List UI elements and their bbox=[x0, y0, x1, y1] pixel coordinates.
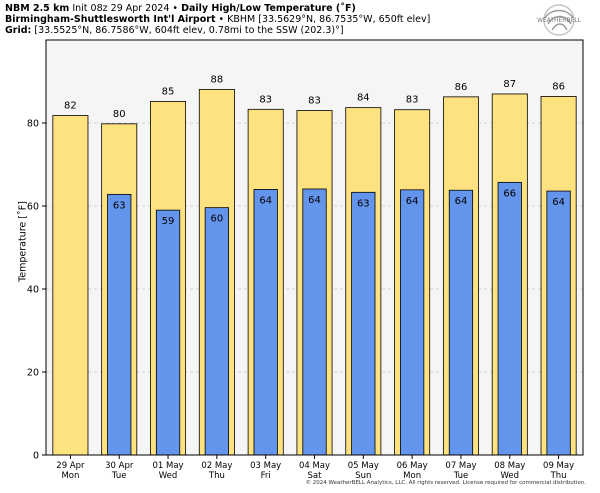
x-tick-day: Fri bbox=[261, 471, 271, 481]
x-tick-day: Wed bbox=[159, 471, 178, 481]
weatherbell-swirl-icon bbox=[543, 4, 575, 36]
separator: • bbox=[172, 3, 179, 14]
y-tick-label: 80 bbox=[27, 119, 39, 130]
weatherbell-logo: WEATHERBELL bbox=[537, 4, 582, 36]
high-temp-label: 80 bbox=[113, 109, 126, 120]
x-tick-day: Mon bbox=[61, 471, 79, 481]
high-temp-label: 83 bbox=[259, 94, 272, 105]
product-title: Daily High/Low Temperature (˚F) bbox=[181, 3, 356, 14]
low-temp-label: 66 bbox=[503, 188, 516, 199]
x-tick-date: 04 May bbox=[299, 461, 330, 471]
header-line-1: NBM 2.5 km Init 08z 29 Apr 2024 • Daily … bbox=[5, 3, 356, 14]
copyright-credit: © 2024 WeatherBELL Analytics, LLC. All r… bbox=[305, 480, 586, 486]
x-tick-date: 06 May bbox=[397, 461, 428, 471]
x-tick-date: 07 May bbox=[445, 461, 476, 471]
high-temp-label: 86 bbox=[455, 82, 468, 93]
grid-label: Grid: bbox=[5, 25, 32, 36]
x-tick-day: Wed bbox=[500, 471, 519, 481]
low-temp-label: 64 bbox=[406, 196, 419, 207]
low-temp-label: 64 bbox=[552, 197, 565, 208]
logo-text: WEATHERBELL bbox=[537, 17, 582, 24]
y-tick-label: 20 bbox=[27, 368, 39, 379]
high-temp-label: 83 bbox=[406, 95, 419, 106]
x-tick-date: 08 May bbox=[494, 461, 525, 471]
init-time: Init 08z 29 Apr 2024 bbox=[72, 3, 170, 14]
x-tick-day: Thu bbox=[550, 471, 567, 481]
x-tick-day: Tue bbox=[111, 471, 127, 481]
low-temp-bar bbox=[400, 189, 425, 456]
x-tick-day: Mon bbox=[403, 471, 421, 481]
low-temp-bar bbox=[204, 207, 229, 456]
x-tick-date: 09 May bbox=[543, 461, 574, 471]
high-temp-label: 83 bbox=[308, 96, 321, 107]
header-line-3: Grid: [33.5525°N, 86.7586°W, 604ft elev,… bbox=[5, 25, 344, 36]
header-line-2: Birmingham-Shuttlesworth Int'l Airport •… bbox=[5, 14, 430, 25]
y-tick-label: 40 bbox=[27, 285, 39, 296]
high-temp-label: 82 bbox=[64, 101, 77, 112]
x-tick-date: 03 May bbox=[250, 461, 281, 471]
low-temp-label: 64 bbox=[259, 195, 272, 206]
high-temp-label: 88 bbox=[210, 74, 223, 85]
y-tick-label: 60 bbox=[27, 202, 39, 213]
station-info: KBHM [33.5629°N, 86.7535°W, 650ft elev] bbox=[227, 14, 431, 25]
high-temp-bar bbox=[52, 115, 89, 456]
plot-frame bbox=[45, 39, 584, 456]
low-temp-bar bbox=[107, 193, 132, 456]
x-tick-date: 30 Apr bbox=[105, 461, 134, 471]
model-name: NBM 2.5 km bbox=[5, 3, 70, 14]
low-temp-bar bbox=[546, 190, 571, 456]
high-temp-label: 85 bbox=[162, 86, 175, 97]
low-temp-bar bbox=[497, 181, 522, 456]
station-name: Birmingham-Shuttlesworth Int'l Airport bbox=[5, 14, 216, 25]
low-temp-label: 64 bbox=[308, 195, 321, 206]
x-tick-day: Sun bbox=[355, 471, 371, 481]
high-temp-label: 84 bbox=[357, 93, 370, 104]
low-temp-bar bbox=[155, 209, 181, 456]
low-temp-bar bbox=[448, 189, 474, 456]
low-temp-label: 63 bbox=[113, 200, 126, 211]
low-temp-bar bbox=[351, 191, 376, 456]
low-temp-bar bbox=[253, 188, 278, 456]
x-tick-date: 05 May bbox=[348, 461, 379, 471]
low-temp-label: 59 bbox=[162, 216, 175, 227]
x-tick-day: Sat bbox=[308, 471, 323, 481]
x-tick-day: Tue bbox=[453, 471, 469, 481]
x-tick-date: 02 May bbox=[201, 461, 232, 471]
x-tick-date: 01 May bbox=[152, 461, 183, 471]
low-temp-label: 64 bbox=[455, 196, 468, 207]
low-temp-label: 60 bbox=[210, 214, 223, 225]
grid-info: [33.5525°N, 86.7586°W, 604ft elev, 0.78m… bbox=[34, 25, 344, 36]
x-tick-date: 29 Apr bbox=[56, 461, 85, 471]
high-temp-label: 86 bbox=[552, 81, 565, 92]
low-temp-label: 63 bbox=[357, 198, 370, 209]
x-tick-day: Thu bbox=[208, 471, 225, 481]
y-tick-label: 0 bbox=[33, 451, 39, 462]
high-temp-label: 87 bbox=[503, 79, 516, 90]
separator: • bbox=[218, 14, 225, 25]
low-temp-bar bbox=[302, 188, 327, 456]
